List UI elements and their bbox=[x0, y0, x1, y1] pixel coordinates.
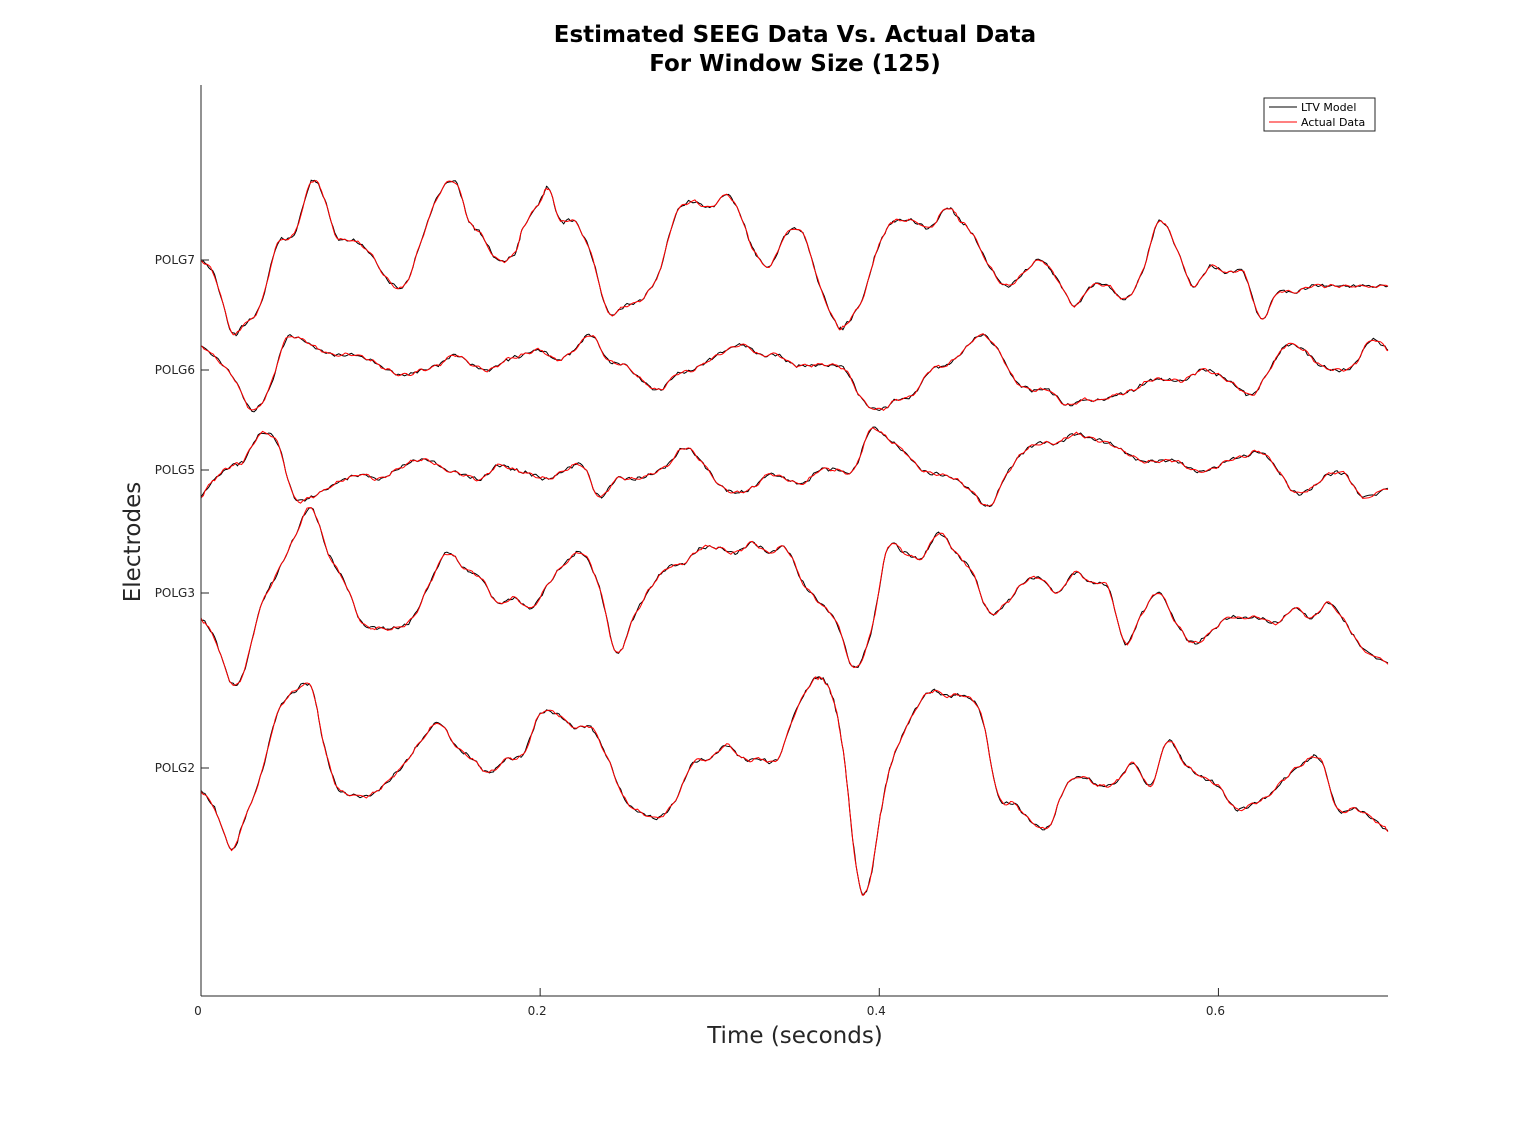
x-tick-label: 0.4 bbox=[867, 1004, 886, 1018]
x-tick-label: 0 bbox=[194, 1004, 202, 1018]
actual-data-line-polg5 bbox=[200, 427, 1389, 507]
y-tick-label: POLG5 bbox=[155, 463, 195, 477]
x-tick-label: 0.6 bbox=[1206, 1004, 1225, 1018]
trace-group bbox=[200, 179, 1389, 896]
x-axis-label: Time (seconds) bbox=[707, 1023, 883, 1049]
legend-label-1: Actual Data bbox=[1301, 116, 1365, 129]
legend: LTV Model Actual Data bbox=[1263, 97, 1376, 132]
ltv-model-line-polg3 bbox=[200, 507, 1389, 687]
actual-data-line-polg3 bbox=[200, 507, 1389, 686]
chart-title-line-1: Estimated SEEG Data Vs. Actual Data bbox=[553, 22, 1037, 48]
ltv-model-line-polg5 bbox=[200, 426, 1389, 508]
actual-data-line-polg2 bbox=[200, 676, 1389, 896]
legend-label-0: LTV Model bbox=[1301, 101, 1356, 114]
y-tick-label: POLG3 bbox=[155, 586, 195, 600]
axes-group: 0 0.2 0.4 0.6 POLG2 POLG3 POLG5 POLG6 POLG7 bbox=[155, 85, 1388, 1018]
y-axis-label: Electrodes bbox=[120, 481, 146, 603]
actual-data-line-polg7 bbox=[200, 179, 1389, 336]
x-tick-label: 0.2 bbox=[528, 1004, 547, 1018]
ltv-model-line-polg7 bbox=[200, 179, 1389, 337]
y-tick-label: POLG2 bbox=[155, 761, 195, 775]
legend-box bbox=[1263, 97, 1376, 132]
y-tick-label: POLG7 bbox=[155, 253, 195, 267]
actual-data-line-polg6 bbox=[200, 333, 1389, 411]
chart-title-line-2: For Window Size (125) bbox=[649, 51, 941, 77]
y-tick-label: POLG6 bbox=[155, 363, 195, 377]
ltv-model-line-polg2 bbox=[200, 676, 1389, 896]
